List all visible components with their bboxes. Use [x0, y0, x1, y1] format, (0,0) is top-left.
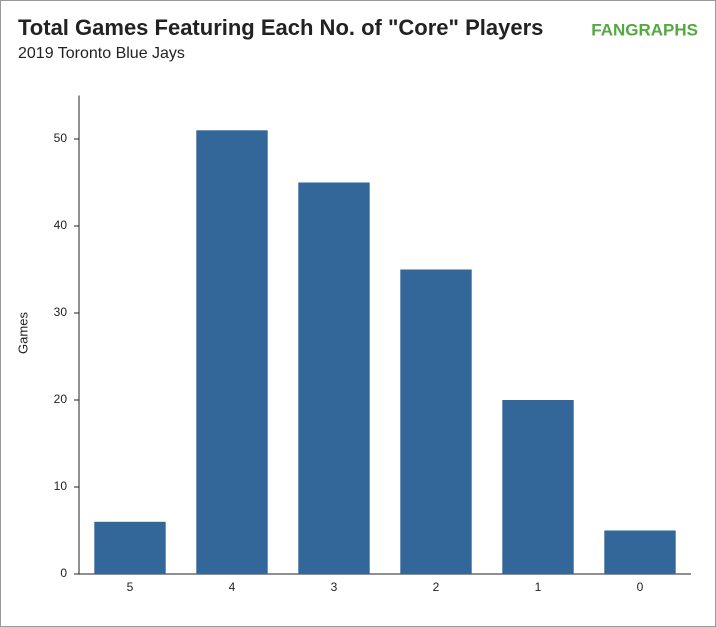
y-tick-label: 40 — [54, 218, 68, 232]
x-tick-label: 2 — [433, 580, 440, 594]
bar — [196, 130, 268, 575]
x-tick-label: 3 — [331, 580, 338, 594]
x-tick-label: 1 — [535, 580, 542, 594]
y-tick-label: 50 — [54, 131, 68, 145]
y-tick-label: 20 — [54, 392, 68, 406]
bar — [94, 521, 166, 574]
bar — [400, 269, 472, 574]
chart-subtitle: 2019 Toronto Blue Jays — [18, 45, 185, 62]
y-tick-label: 0 — [60, 566, 67, 580]
x-tick-label: 4 — [229, 580, 236, 594]
chart-title: Total Games Featuring Each No. of "Core"… — [18, 15, 543, 40]
bar — [604, 530, 676, 574]
x-tick-label: 5 — [127, 580, 134, 594]
x-tick-label: 0 — [637, 580, 644, 594]
bar — [298, 182, 370, 574]
y-axis-label: Games — [15, 312, 30, 354]
bar — [502, 400, 574, 574]
logo: FANGRAPHS — [591, 20, 698, 39]
y-tick-label: 10 — [54, 479, 68, 493]
y-tick-label: 30 — [54, 305, 68, 319]
